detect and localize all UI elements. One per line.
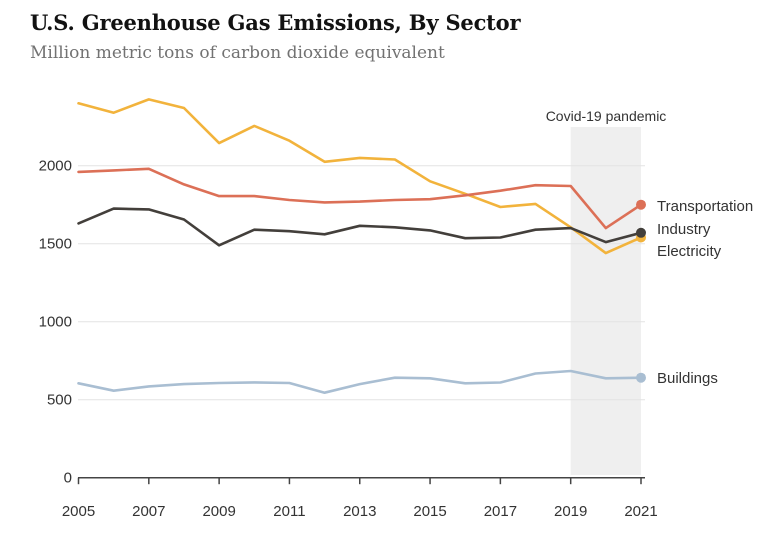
y-tick-label-2000: 2000: [39, 158, 72, 175]
series-label-buildings: Buildings: [657, 370, 718, 387]
y-tick-label-0: 0: [64, 470, 72, 487]
page-title: U.S. Greenhouse Gas Emissions, By Sector: [30, 10, 521, 35]
x-tick-label-2005: 2005: [62, 503, 95, 520]
end-dot-buildings: [636, 372, 646, 383]
line-buildings: [77, 369, 643, 395]
series-label-electricity: Electricity: [657, 243, 722, 260]
series-label-industry: Industry: [657, 221, 711, 238]
y-tick-label-1500: 1500: [39, 236, 72, 253]
x-tick-label-2017: 2017: [484, 503, 517, 520]
series-label-transportation: Transportation: [657, 198, 754, 215]
x-tick-label-2009: 2009: [202, 503, 235, 520]
x-tick-label-2015: 2015: [413, 503, 446, 520]
line-electricity: [77, 98, 643, 255]
end-dot-transportation: [636, 199, 646, 210]
covid-annotation: Covid-19 pandemic: [545, 108, 667, 124]
x-tick-label-2007: 2007: [132, 503, 165, 520]
y-tick-label-1000: 1000: [39, 314, 72, 331]
x-tick-label-2011: 2011: [273, 503, 305, 520]
line-transportation: [77, 167, 643, 230]
chart-subtitle: Million metric tons of carbon dioxide eq…: [30, 43, 445, 63]
x-tick-label-2021: 2021: [624, 503, 657, 520]
x-tick-label-2013: 2013: [343, 503, 376, 520]
x-tick-label-2019: 2019: [554, 503, 587, 520]
line-industry: [77, 207, 643, 247]
y-tick-label-500: 500: [47, 392, 72, 409]
covid-band: [570, 127, 641, 475]
end-dot-industry: [636, 227, 646, 238]
